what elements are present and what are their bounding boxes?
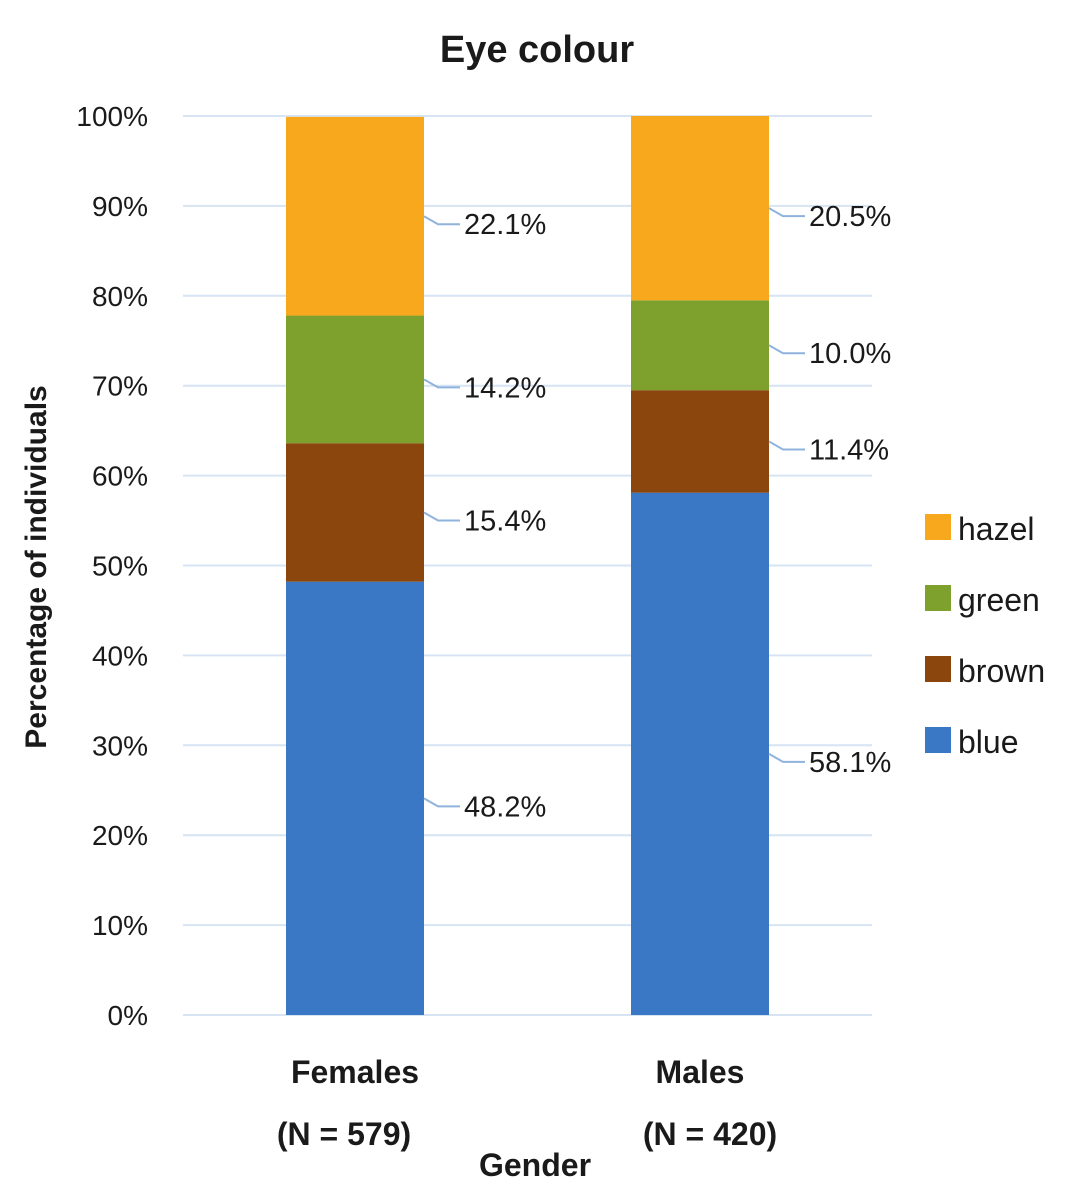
y-tick-label: 0% — [108, 1000, 148, 1031]
legend-label: green — [958, 582, 1040, 618]
data-label: 20.5% — [809, 201, 891, 233]
y-tick-label: 100% — [76, 101, 148, 132]
y-tick-label: 40% — [92, 640, 148, 671]
data-label: 10.0% — [809, 338, 891, 370]
category-n-label: (N = 420) — [643, 1116, 777, 1152]
bar-segment-brown — [286, 443, 424, 582]
legend-swatch — [925, 727, 951, 753]
data-label: 15.4% — [464, 505, 546, 537]
leader-line — [423, 797, 460, 808]
leader-line — [423, 511, 460, 522]
data-label: 22.1% — [464, 209, 546, 241]
data-label: 14.2% — [464, 372, 546, 404]
data-label: 11.4% — [809, 434, 889, 466]
legend-item-blue: blue — [925, 724, 1019, 760]
bar-segment-brown — [631, 390, 769, 493]
leader-line — [423, 215, 460, 226]
y-tick-label: 70% — [92, 371, 148, 402]
data-labels: 48.2% 15.4% 14.2% 22.1% 58.1% 11.4% 10.0% 20.5% — [423, 201, 891, 823]
category-n-label: (N = 579) — [277, 1116, 411, 1152]
y-tick-label: 60% — [92, 461, 148, 492]
category-label: Females — [291, 1054, 419, 1090]
bar-segment-green — [631, 300, 769, 391]
legend-label: blue — [958, 724, 1019, 760]
bar-segment-blue — [631, 492, 769, 1015]
legend-label: hazel — [958, 511, 1035, 547]
legend-item-green: green — [925, 582, 1040, 618]
y-tick-label: 80% — [92, 281, 148, 312]
data-label: 48.2% — [464, 791, 546, 823]
leader-line — [768, 207, 805, 218]
legend-swatch — [925, 585, 951, 611]
bars — [286, 116, 769, 1015]
chart-title: Eye colour — [440, 29, 634, 71]
leader-line — [768, 440, 805, 451]
x-axis-categories: Females (N = 579) Males (N = 420) — [277, 1054, 777, 1152]
category-label: Males — [656, 1054, 745, 1090]
legend-swatch — [925, 656, 951, 682]
legend-swatch — [925, 514, 951, 540]
data-label: 58.1% — [809, 747, 891, 779]
legend: hazel green brown blue — [925, 511, 1045, 760]
bar-segment-blue — [286, 581, 424, 1015]
leader-line — [423, 378, 460, 389]
y-tick-label: 90% — [92, 191, 148, 222]
y-axis-label: Percentage of individuals — [20, 385, 53, 748]
x-axis-label: Gender — [479, 1147, 591, 1183]
bar-segment-hazel — [631, 116, 769, 301]
legend-label: brown — [958, 653, 1045, 689]
leader-line — [768, 344, 805, 355]
leader-line — [768, 752, 805, 763]
y-tick-label: 20% — [92, 820, 148, 851]
y-tick-label: 30% — [92, 730, 148, 761]
bar-segment-hazel — [286, 116, 424, 316]
bar-segment-green — [286, 315, 424, 444]
legend-item-brown: brown — [925, 653, 1045, 689]
y-tick-label: 50% — [92, 551, 148, 582]
y-tick-label: 10% — [92, 910, 148, 941]
y-axis-ticks: 0% 10% 20% 30% 40% 50% 60% 70% 80% 90% 100% — [76, 101, 148, 1031]
legend-item-hazel: hazel — [925, 511, 1035, 547]
